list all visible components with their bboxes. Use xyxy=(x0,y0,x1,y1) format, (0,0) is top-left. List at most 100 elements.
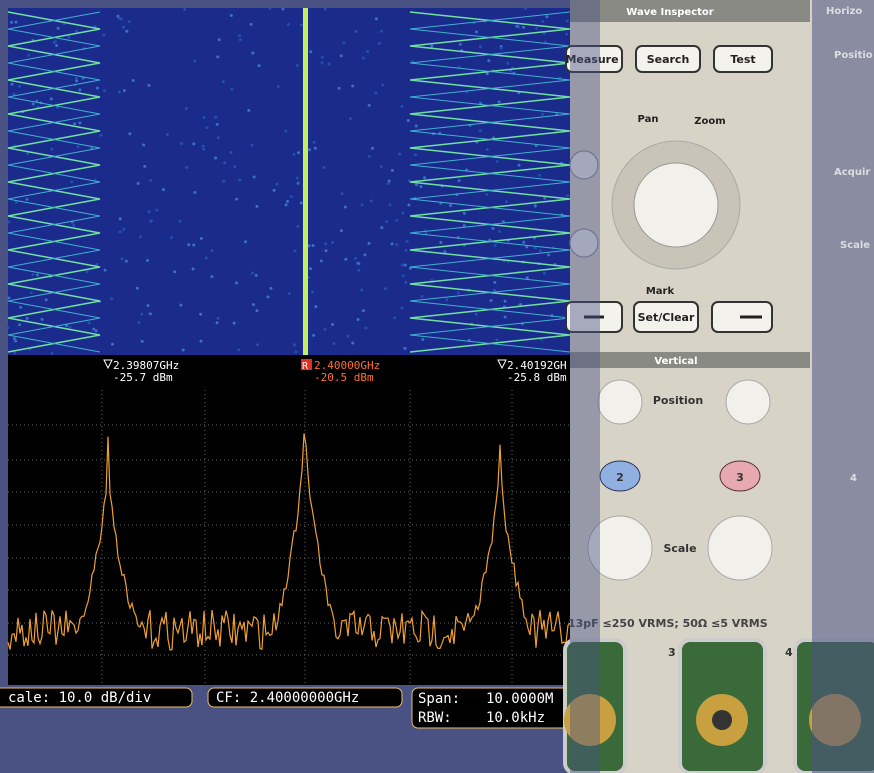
noise xyxy=(276,85,280,89)
noise xyxy=(421,337,425,341)
button-label: Search xyxy=(647,53,690,66)
noise xyxy=(205,126,209,130)
zoom-button[interactable] xyxy=(569,150,599,180)
noise xyxy=(312,140,316,144)
noise xyxy=(40,317,44,321)
noise xyxy=(311,244,315,248)
noise xyxy=(216,316,220,320)
noise xyxy=(517,163,521,167)
noise xyxy=(122,89,126,93)
noise xyxy=(390,242,394,246)
noise xyxy=(462,211,466,215)
status-rbw-label: RBW: xyxy=(418,710,452,726)
noise xyxy=(65,324,69,328)
noise xyxy=(499,46,503,50)
noise xyxy=(493,243,497,247)
noise xyxy=(235,281,239,285)
noise xyxy=(35,273,39,277)
noise xyxy=(533,246,537,250)
noise xyxy=(458,42,462,46)
noise xyxy=(395,243,399,247)
noise xyxy=(478,129,482,133)
zoom-label: Zoom xyxy=(694,116,725,127)
noise xyxy=(118,230,122,234)
button[interactable] xyxy=(713,45,773,73)
noise xyxy=(249,22,253,26)
noise xyxy=(191,267,195,271)
noise xyxy=(120,257,124,261)
noise xyxy=(119,17,123,21)
knob[interactable] xyxy=(597,379,643,425)
noise xyxy=(407,203,411,207)
noise xyxy=(149,178,153,182)
noise xyxy=(142,143,146,147)
marker-level: -25.7 dBm xyxy=(113,371,173,384)
noise xyxy=(94,329,98,333)
noise xyxy=(7,296,11,300)
noise xyxy=(210,249,214,253)
noise xyxy=(31,102,35,106)
knob[interactable] xyxy=(707,515,773,581)
noise xyxy=(184,107,188,111)
noise xyxy=(269,286,273,290)
noise xyxy=(299,201,303,205)
button[interactable] xyxy=(565,45,623,73)
noise xyxy=(255,309,259,313)
noise xyxy=(145,259,149,263)
noise xyxy=(14,200,18,204)
noise xyxy=(393,316,397,320)
noise xyxy=(85,270,89,274)
noise xyxy=(565,32,569,36)
noise xyxy=(294,350,298,354)
noise xyxy=(400,263,404,267)
noise xyxy=(201,144,205,148)
noise xyxy=(87,321,91,325)
noise xyxy=(78,121,82,125)
noise xyxy=(252,175,256,179)
noise xyxy=(12,92,16,96)
noise xyxy=(199,312,203,316)
rating: 13pF ≤250 VRMS; 50Ω ≤5 VRMS xyxy=(568,617,768,630)
noise xyxy=(18,323,22,327)
noise xyxy=(519,303,523,307)
channel-button[interactable] xyxy=(719,460,761,492)
noise xyxy=(489,298,493,302)
noise xyxy=(390,168,394,172)
noise xyxy=(254,273,258,277)
noise xyxy=(181,348,185,352)
spectrogram xyxy=(8,8,570,355)
knob[interactable] xyxy=(587,515,653,581)
noise xyxy=(374,17,378,21)
noise xyxy=(256,343,260,347)
noise xyxy=(75,29,79,33)
ref-badge-bg xyxy=(301,359,312,370)
noise xyxy=(192,142,196,146)
noise xyxy=(281,7,285,11)
noise xyxy=(170,236,174,240)
noise xyxy=(545,15,549,19)
noise xyxy=(235,197,239,201)
knob[interactable] xyxy=(725,379,771,425)
noise xyxy=(110,342,114,346)
noise xyxy=(233,165,237,169)
noise xyxy=(102,33,106,37)
noise xyxy=(525,276,529,280)
ref-badge: R xyxy=(302,361,309,372)
sweep xyxy=(7,11,101,353)
button[interactable] xyxy=(635,45,701,73)
button[interactable] xyxy=(633,301,699,333)
noise xyxy=(374,91,378,95)
pan-zoom-knob[interactable] xyxy=(633,162,719,248)
noise xyxy=(474,312,478,316)
noise xyxy=(503,299,507,303)
channel-button[interactable] xyxy=(599,460,641,492)
noise xyxy=(380,226,384,230)
noise xyxy=(386,181,390,185)
play-button[interactable] xyxy=(569,228,599,258)
noise xyxy=(478,45,482,49)
noise xyxy=(275,182,279,186)
noise xyxy=(14,20,18,24)
noise xyxy=(308,267,312,271)
noise xyxy=(360,203,364,207)
noise xyxy=(117,90,121,94)
